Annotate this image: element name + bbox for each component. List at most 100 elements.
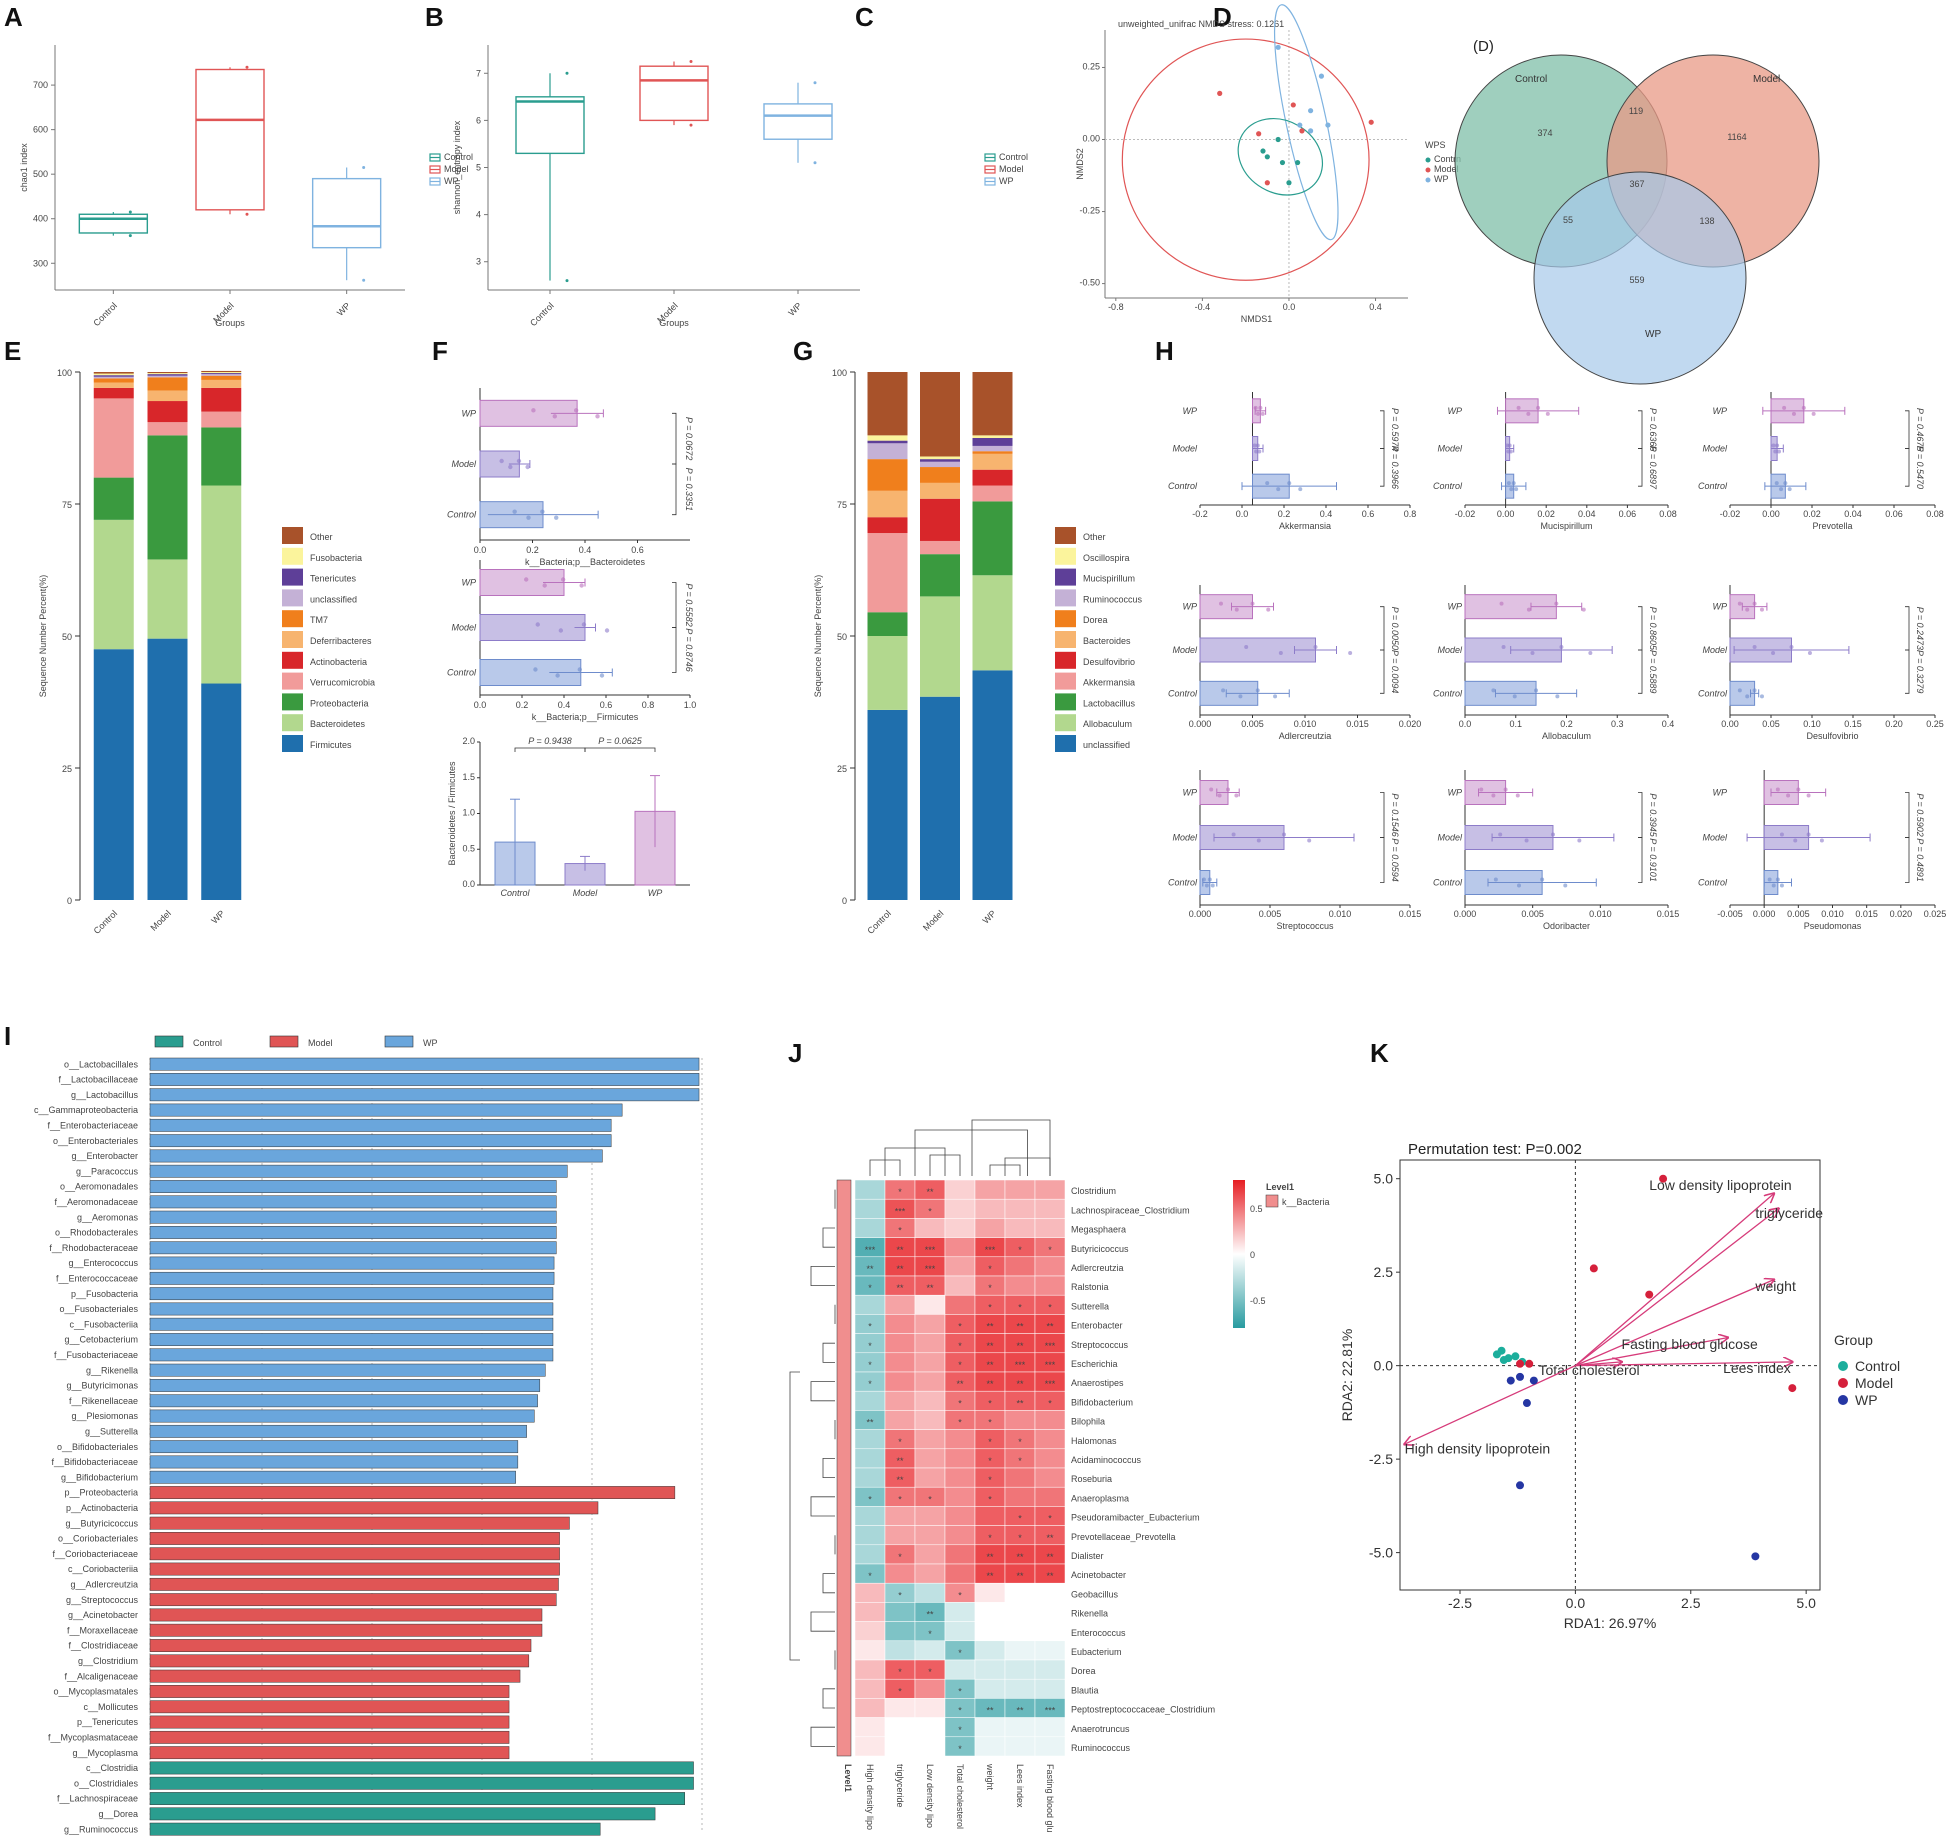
colorbar-tick: -0.5 [1250,1296,1266,1306]
x-tick-label: 0.015 [1657,909,1680,919]
data-point [1238,694,1243,699]
x-tick-label: WP [209,908,226,925]
heatmap-star: ** [986,1360,994,1370]
bar-seg-verrucomicrobia [201,411,242,428]
panel-d-venn: (D) Control Model WP 374 119 1164 367 55 138 559 [1454,38,1820,385]
heatmap-star: * [868,1341,872,1351]
row-dendrogram [810,1726,835,1747]
panel-letter-h: H [1155,336,1174,366]
heatmap-star: *** [865,1245,876,1255]
lefse-bar [149,1547,560,1561]
x-tick-label: 0.020 [1890,909,1913,919]
lefse-label: g__Rikenella [86,1365,138,1375]
lefse-label: f__Clostridiaceae [68,1641,138,1651]
nmds-point [1297,122,1303,128]
lefse-label: p__Actinobacteria [66,1503,138,1513]
heatmap-star: * [988,1283,992,1293]
x-tick-label: 0.25 [1926,719,1944,729]
y-tick-label: 25 [62,764,72,774]
data-point [1796,787,1801,792]
heatmap-cell [974,1198,1006,1219]
heatmap-star: * [958,1648,962,1658]
x-tick-label: 0.06 [1885,509,1903,519]
heatmap-star: ** [896,1475,904,1485]
data-point [1807,651,1812,655]
heatmap-cell [914,1467,946,1488]
data-point [1588,651,1593,655]
colorbar-tick: 0.5 [1250,1204,1263,1214]
heatmap-star: * [958,1706,962,1716]
bar-seg-oscillospira [972,435,1013,438]
lefse-bar [149,1730,510,1744]
lefse-label: c__Clostridia [86,1763,138,1773]
data-point [1507,443,1512,448]
lefse-bar [149,1822,601,1836]
data-point [1745,607,1750,612]
bar-seg-unclassified [867,709,908,900]
heatmap-row-label: Enterobacter [1071,1321,1123,1331]
x-tick-label: 0.6 [631,545,644,555]
heatmap-cell [914,1429,946,1450]
heatmap-cell [884,1602,916,1622]
sig-bracket [1638,649,1643,694]
lefse-bar [149,1639,532,1652]
legend-label: Deferribacteres [310,636,372,646]
legend-swatch [282,672,303,690]
data-point [1498,832,1503,837]
bar-seg-desulfovibrio [867,517,908,534]
x-tick-label: Model [573,888,599,898]
data-point [1509,487,1514,492]
y-tick-label: WP [1448,788,1463,798]
row-dendrogram [822,1342,835,1363]
p-value: P = 0.5974 [1390,408,1400,451]
data-point [1217,793,1222,798]
legend-label: WP [999,176,1014,186]
row-dendrogram [822,1688,835,1709]
heatmap-cell [944,1621,976,1642]
heatmap-row-label: Escherichia [1071,1359,1118,1369]
bar-seg-allobaculum [972,575,1013,671]
x-tick-label: 0.8 [642,700,655,710]
legend-swatch [282,527,303,544]
data-point [1276,487,1281,492]
box-control [78,213,149,234]
x-tick-label: 0.0 [474,700,487,710]
venn-count: 374 [1537,128,1552,138]
x-tick-label: 0.000 [1189,909,1212,919]
data-point [1511,481,1516,486]
lefse-bar [149,1287,554,1301]
data-point [581,622,587,627]
panel-letter-i: I [4,1021,11,1051]
p-value: P = 0.5582 [684,583,694,626]
lefse-bar [149,1669,521,1683]
subplot-name: Adlercreutzia [1279,731,1332,741]
x-tick-label: -2.5 [1448,1595,1472,1611]
data-point [1244,645,1249,649]
data-point [1231,832,1236,837]
heatmap-cell [1004,1602,1036,1622]
bar-seg-bacteroidetes [93,519,134,650]
lefse-bar [149,1608,543,1622]
heatmap-cell [1034,1486,1066,1507]
x-tick-label: -0.005 [1717,909,1743,919]
bar-seg-actinobacteria [93,387,134,399]
bar-seg-ruminococcus [972,445,1013,452]
heatmap-star: * [1048,1302,1052,1312]
data-point [579,583,584,588]
legend-label: Control [193,1038,222,1048]
heatmap-column-label: Total cholesterol [955,1764,965,1829]
x-tick-label: 0.10 [1803,719,1821,729]
bar-seg-allobaculum [867,636,908,710]
sig-bracket [1380,410,1385,449]
x-tick-label: 0.02 [1537,509,1555,519]
lefse-label: f__Alcaligenaceae [64,1671,138,1681]
heatmap-cell [1034,1582,1066,1603]
y-tick-label: 0.00 [1082,134,1100,144]
x-tick-label: 0.000 [1454,909,1477,919]
heatmap-cell [944,1218,976,1238]
heatmap-star: * [958,1341,962,1351]
lefse-label: o__Rhodobacterales [55,1228,139,1238]
heatmap-cell [1034,1218,1066,1238]
sig-bracket [1638,410,1643,449]
heatmap-cell [854,1602,886,1622]
